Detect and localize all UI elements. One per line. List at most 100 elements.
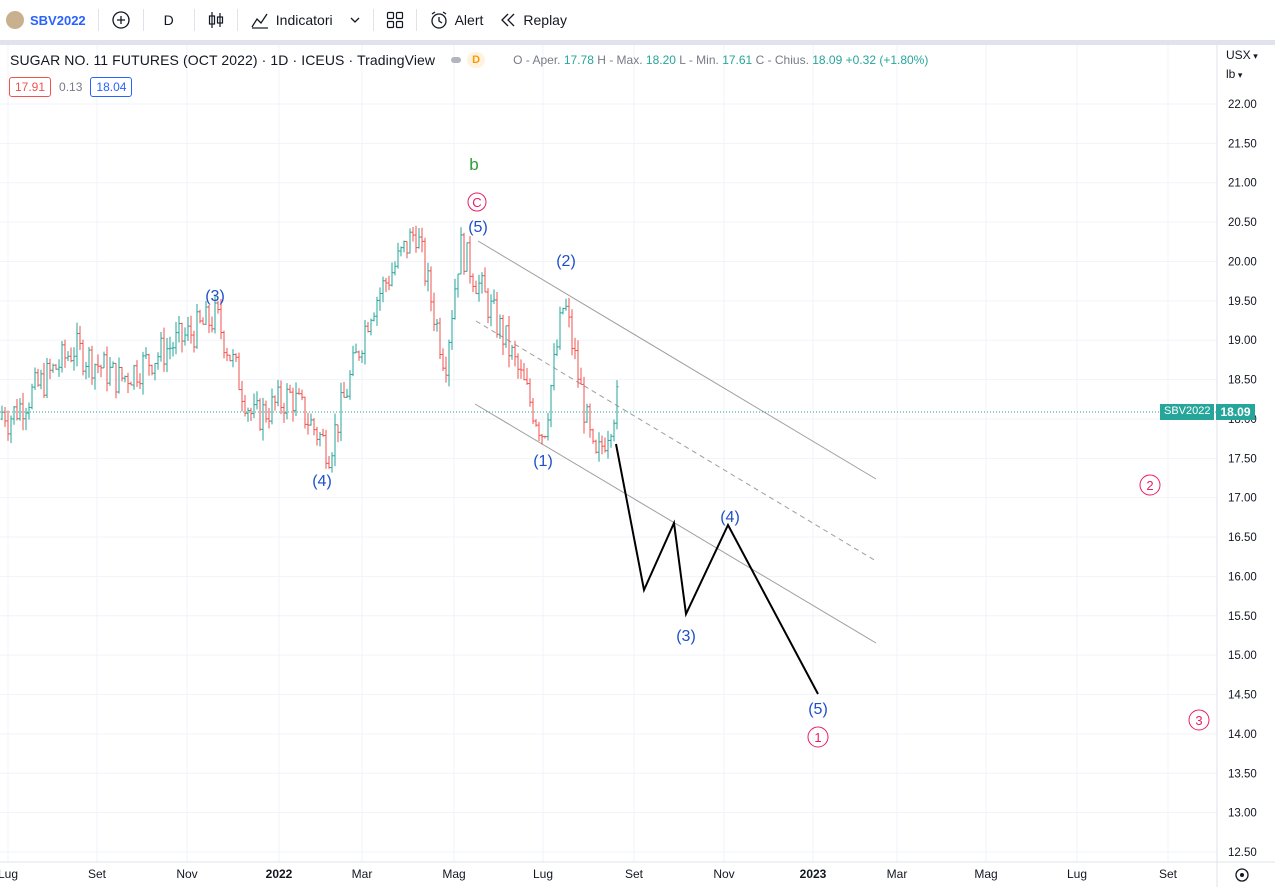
price-tick-label: 20.00 bbox=[1228, 256, 1257, 268]
alert-button[interactable]: Alert bbox=[421, 5, 492, 35]
price-tick-label: 17.00 bbox=[1228, 493, 1257, 505]
unit-selector[interactable]: lb ▾ bbox=[1226, 67, 1242, 81]
alert-label: Alert bbox=[454, 12, 484, 28]
interval-label: D bbox=[163, 12, 174, 28]
time-tick-label: Set bbox=[88, 867, 107, 881]
wave-circle-3[interactable] bbox=[1188, 709, 1210, 731]
wave-circle-c[interactable] bbox=[467, 192, 487, 212]
time-tick-label: Lug bbox=[533, 867, 553, 881]
toolbar-divider bbox=[236, 9, 238, 31]
time-tick-label: Set bbox=[1159, 867, 1178, 881]
toolbar-divider bbox=[97, 9, 99, 31]
chevron-down-icon: ▾ bbox=[1235, 70, 1243, 80]
compare-add-button[interactable] bbox=[103, 5, 139, 35]
price-tick-label: 15.00 bbox=[1228, 650, 1257, 662]
close-prefix: C - Chius. bbox=[755, 53, 809, 67]
channel-median-line[interactable] bbox=[475, 320, 877, 562]
price-tick-label: 19.50 bbox=[1228, 296, 1257, 308]
candles-icon bbox=[208, 12, 223, 28]
symbol-logo-icon bbox=[6, 11, 24, 29]
alarm-clock-icon bbox=[430, 11, 447, 29]
price-tick-label: 21.00 bbox=[1228, 178, 1257, 190]
open-value: 17.78 bbox=[563, 53, 594, 67]
price-tick-label: 12.50 bbox=[1228, 847, 1257, 859]
ohlc-values: O - Aper. 17.78 H - Max. 18.20 L - Min. … bbox=[513, 53, 928, 67]
toolbar-divider bbox=[372, 9, 374, 31]
time-tick-label: Nov bbox=[176, 867, 197, 881]
chevron-down-icon bbox=[350, 17, 360, 23]
price-tick-label: 21.50 bbox=[1228, 138, 1257, 150]
wave-circle-1[interactable] bbox=[807, 726, 829, 748]
price-tick-label: 15.50 bbox=[1228, 611, 1257, 623]
price-tick-label: 18.50 bbox=[1228, 375, 1257, 387]
settings-gear-icon[interactable] bbox=[1235, 868, 1249, 882]
price-scale[interactable]: 22.00 21.50 21.00 20.50 20.00 19.50 19.00 18.50… bbox=[1228, 99, 1257, 859]
symbol-label: SBV2022 bbox=[30, 12, 86, 28]
layout-templates-button[interactable] bbox=[378, 5, 412, 35]
price-tick-label: 20.50 bbox=[1228, 217, 1257, 229]
high-prefix: H - Max. bbox=[597, 53, 643, 67]
projection-zigzag[interactable] bbox=[615, 443, 819, 695]
price-tick-label: 22.00 bbox=[1228, 99, 1257, 111]
quote-row: 17.91 0.13 18.04 bbox=[9, 77, 133, 97]
indicators-button[interactable]: Indicatori bbox=[242, 5, 369, 35]
toolbar-divider bbox=[415, 9, 417, 31]
wave-label-circ2: 2 bbox=[1146, 478, 1153, 493]
price-tick-label: 19.00 bbox=[1228, 335, 1257, 347]
time-axis[interactable]: Lug Set Nov 2022 Mar Mag Lug Set Nov 2023 Mar Mag Lu… bbox=[0, 867, 1178, 881]
data-badge[interactable]: D bbox=[467, 52, 486, 68]
wave-label-5-proj[interactable]: (5) bbox=[808, 701, 828, 718]
wave-label-circ1: 1 bbox=[814, 730, 821, 745]
time-tick-label: Nov bbox=[713, 867, 734, 881]
chart-pane[interactable]: b C (5) (2) (3) (4) (1) (4) (3) (5) 1 2 … bbox=[0, 45, 1275, 887]
time-tick-label: 2022 bbox=[266, 867, 293, 881]
wave-label-3-proj[interactable]: (3) bbox=[676, 628, 696, 645]
time-tick-label: Lug bbox=[0, 867, 18, 881]
symbol-search-button[interactable]: SBV2022 bbox=[0, 5, 94, 35]
wave-label-c: C bbox=[472, 195, 481, 210]
toolbar-divider bbox=[142, 9, 144, 31]
chevron-down-icon: ▾ bbox=[1250, 51, 1258, 61]
wave-label-3-left[interactable]: (3) bbox=[205, 288, 225, 305]
elliott-projection[interactable] bbox=[615, 443, 819, 695]
wave-label-circ3: 3 bbox=[1195, 713, 1202, 728]
interval-button[interactable]: D bbox=[148, 5, 190, 35]
chart-style-button[interactable] bbox=[199, 5, 233, 35]
time-tick-label: Lug bbox=[1067, 867, 1087, 881]
last-price-value: 18.09 bbox=[1216, 404, 1255, 420]
price-chart[interactable]: b C (5) (2) (3) (4) (1) (4) (3) (5) 1 2 … bbox=[0, 45, 1275, 887]
price-tick-label: 13.50 bbox=[1228, 768, 1257, 780]
close-value: 18.09 bbox=[812, 53, 843, 67]
plus-circle-icon bbox=[112, 11, 130, 29]
wave-label-5-top[interactable]: (5) bbox=[468, 219, 488, 236]
legend-title[interactable]: SUGAR NO. 11 FUTURES (OCT 2022) · 1D · I… bbox=[10, 52, 436, 68]
sell-price-button[interactable]: 17.91 bbox=[9, 77, 52, 97]
buy-price-button[interactable]: 18.04 bbox=[90, 77, 133, 97]
toolbar-divider bbox=[193, 9, 195, 31]
unit-label: lb bbox=[1226, 67, 1236, 81]
wave-circle-2[interactable] bbox=[1139, 474, 1161, 496]
last-price-tag: SBV2022 18.09 bbox=[1160, 404, 1255, 420]
time-tick-label: 2023 bbox=[800, 867, 827, 881]
time-tick-label: Mar bbox=[887, 867, 908, 881]
wave-label-2[interactable]: (2) bbox=[556, 253, 576, 270]
top-toolbar: SBV2022 D Indicatori Alert bbox=[0, 0, 1275, 41]
time-tick-label: Set bbox=[625, 867, 644, 881]
replay-button[interactable]: Replay bbox=[491, 5, 575, 35]
price-tick-label: 14.50 bbox=[1228, 690, 1257, 702]
wave-label-b[interactable]: b bbox=[469, 155, 478, 174]
visibility-dot-icon[interactable] bbox=[451, 57, 462, 63]
wave-label-1[interactable]: (1) bbox=[533, 453, 553, 470]
indicators-icon bbox=[251, 13, 268, 29]
wave-label-4-left[interactable]: (4) bbox=[312, 473, 332, 490]
rewind-icon bbox=[501, 13, 515, 27]
replay-label: Replay bbox=[523, 12, 567, 28]
layout-grid-icon bbox=[386, 11, 403, 29]
wave-label-4-proj[interactable]: (4) bbox=[720, 509, 740, 526]
currency-selector[interactable]: USX ▾ bbox=[1226, 48, 1258, 62]
low-value: 17.61 bbox=[722, 53, 753, 67]
channel-upper-line[interactable] bbox=[477, 240, 877, 480]
price-tick-label: 16.50 bbox=[1228, 532, 1257, 544]
currency-label: USX bbox=[1226, 48, 1251, 62]
